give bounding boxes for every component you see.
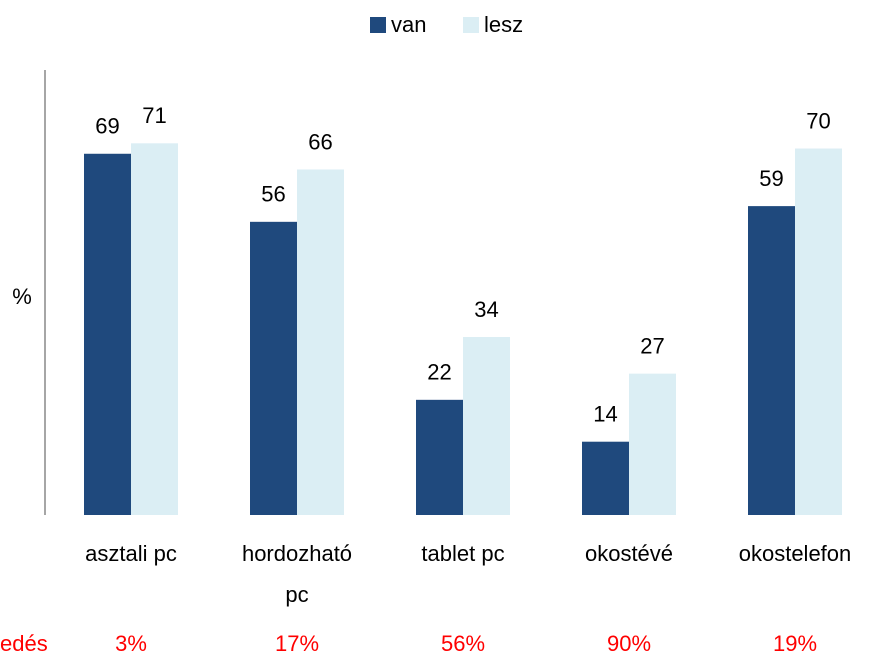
data-label: 71	[142, 103, 166, 128]
bar	[416, 399, 463, 515]
bar	[131, 143, 178, 515]
data-label: 14	[593, 402, 617, 427]
data-label: 27	[640, 333, 664, 358]
bar	[84, 153, 131, 515]
x-tick-label: okostelefon	[739, 541, 852, 566]
data-label: 22	[427, 360, 451, 385]
annotation: 19%	[773, 631, 817, 656]
annotation: 3%	[115, 631, 147, 656]
legend-label: van	[391, 12, 426, 37]
data-label: 59	[759, 166, 783, 191]
annotation-label: edés	[0, 631, 48, 656]
bar	[297, 169, 344, 515]
x-tick-label: okostévé	[585, 541, 673, 566]
bar	[582, 441, 629, 515]
x-tick-label: asztali pc	[85, 541, 177, 566]
bar	[250, 221, 297, 515]
x-tick-label: tablet pc	[421, 541, 504, 566]
bar	[748, 206, 795, 515]
data-label: 70	[806, 108, 830, 133]
data-label: 69	[95, 114, 119, 139]
annotation: 90%	[607, 631, 651, 656]
legend-swatch	[463, 17, 479, 33]
y-axis-label: %	[12, 284, 32, 309]
annotation: 56%	[441, 631, 485, 656]
data-label: 56	[261, 182, 285, 207]
x-tick-label: hordozható pc	[242, 541, 352, 607]
annotation: 17%	[275, 631, 319, 656]
legend-swatch	[370, 17, 386, 33]
bar	[795, 148, 842, 515]
data-label: 66	[308, 129, 332, 154]
bar	[629, 373, 676, 515]
legend-label: lesz	[484, 12, 523, 37]
data-label: 34	[474, 297, 498, 322]
bar	[463, 337, 510, 515]
